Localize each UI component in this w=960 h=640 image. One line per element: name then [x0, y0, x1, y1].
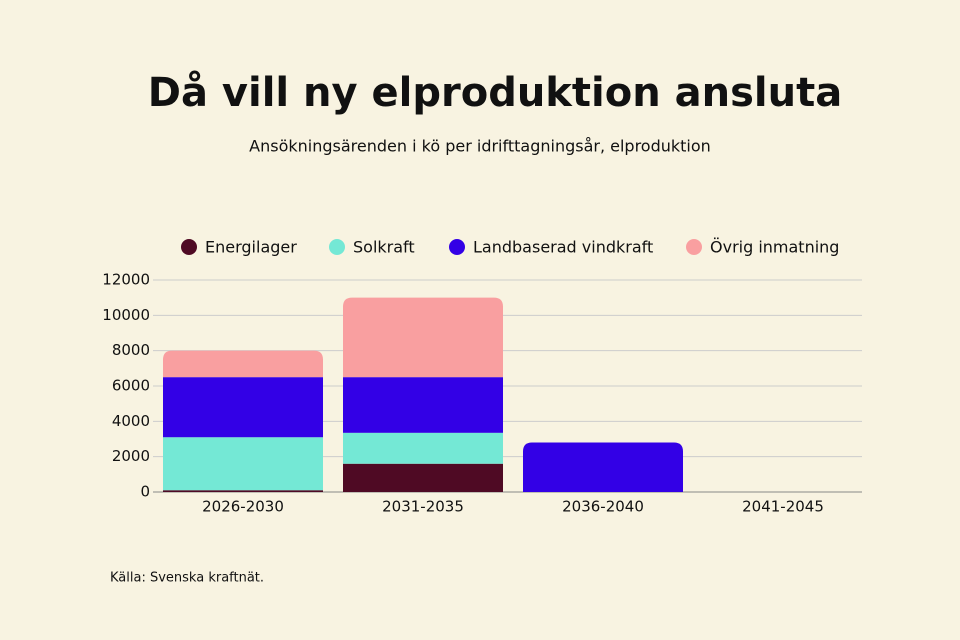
bar-segment — [163, 350, 323, 378]
legend-swatch — [449, 239, 465, 255]
y-tick-label: 12000 — [102, 271, 150, 289]
x-tick-label: 2031-2035 — [382, 498, 464, 516]
legend-swatch — [329, 239, 345, 255]
y-tick-label: 8000 — [112, 341, 150, 359]
chart-subtitle: Ansökningsärenden i kö per idrifttagning… — [249, 137, 711, 156]
source: Källa: Svenska kraftnät. — [110, 571, 264, 586]
bar-segment — [343, 377, 503, 433]
bar-segment — [343, 463, 503, 492]
bar-segment — [343, 297, 503, 378]
y-tick-label: 2000 — [112, 447, 150, 465]
legend-label: Energilager — [205, 238, 297, 257]
x-tick-label: 2026-2030 — [202, 498, 284, 516]
legend-swatch — [686, 239, 702, 255]
legend-label: Landbaserad vindkraft — [473, 238, 653, 257]
legend-label: Solkraft — [353, 238, 415, 257]
bar-segment — [163, 437, 323, 491]
x-tick-label: 2036-2040 — [562, 498, 644, 516]
y-tick-label: 6000 — [112, 377, 150, 395]
y-tick-label: 10000 — [102, 306, 150, 324]
y-tick-label: 4000 — [112, 412, 150, 430]
x-tick-label: 2041-2045 — [742, 498, 824, 516]
bar-segment — [523, 442, 683, 492]
bar-segment — [163, 490, 323, 492]
bar-segment — [163, 377, 323, 438]
legend-swatch — [181, 239, 197, 255]
chart-title: Då vill ny elproduktion ansluta — [148, 69, 842, 116]
bar-segment — [343, 432, 503, 464]
legend-label: Övrig inmatning — [710, 238, 839, 257]
y-tick-label: 0 — [140, 483, 150, 501]
